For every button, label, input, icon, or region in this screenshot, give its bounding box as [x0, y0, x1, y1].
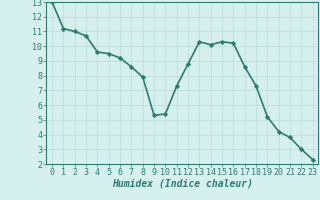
X-axis label: Humidex (Indice chaleur): Humidex (Indice chaleur): [112, 179, 253, 189]
